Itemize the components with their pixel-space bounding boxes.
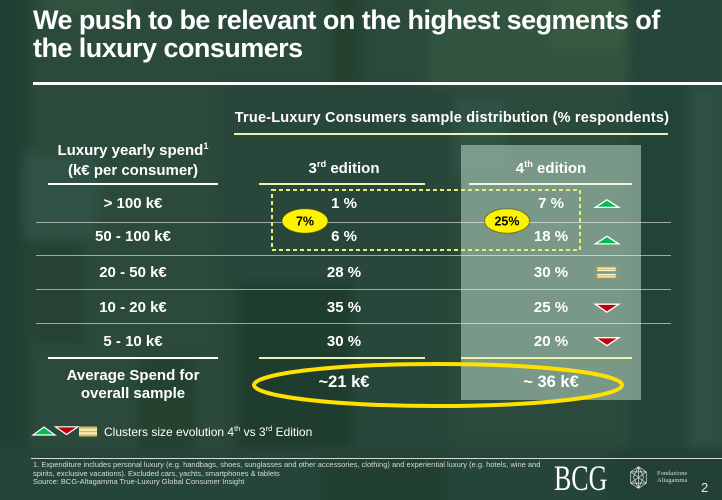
svg-text:25%: 25% (494, 215, 519, 229)
svg-text:7%: 7% (296, 215, 314, 229)
